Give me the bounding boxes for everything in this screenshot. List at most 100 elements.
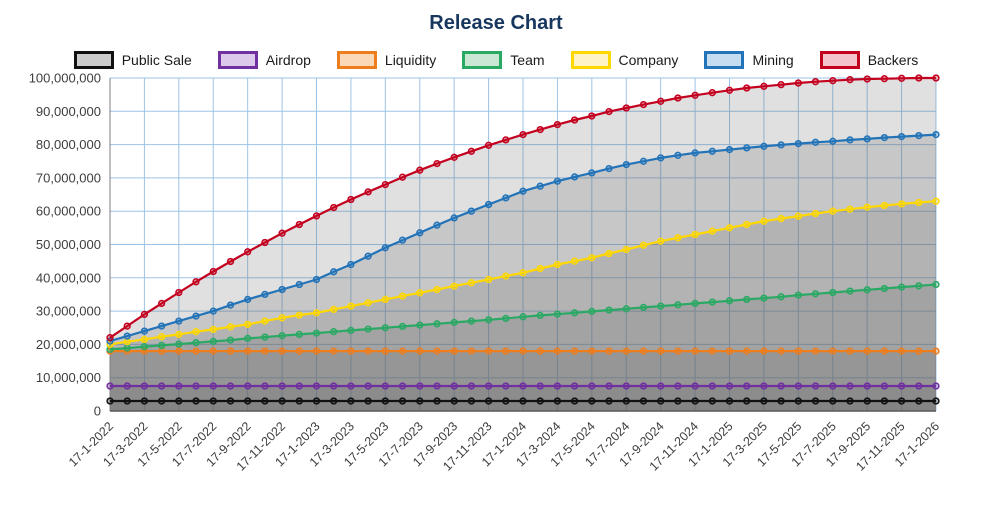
chart-legend: Public Sale Airdrop Liquidity Team Company Mi… [8,51,984,69]
data-point-mining [123,332,131,340]
data-point-team [674,301,682,309]
area-backers [110,78,936,411]
data-point-public-sale [381,397,389,405]
legend-item-company[interactable]: Company [570,51,678,69]
data-point-liquidity [295,347,303,355]
data-point-mining [674,151,682,159]
area-liquidity [110,351,936,411]
data-point-airdrop [312,382,321,390]
data-point-public-sale [140,397,149,405]
data-point-mining [502,194,510,202]
data-point-mining [261,290,269,299]
data-point-public-sale [777,397,785,405]
data-point-backers [450,153,458,161]
data-point-liquidity [829,347,837,355]
data-point-airdrop [192,382,200,390]
data-point-liquidity [209,347,217,355]
y-tick-label: 60,000,000 [36,204,101,219]
data-point-team [467,317,476,325]
data-point-airdrop [605,382,613,390]
data-point-mining [777,141,785,149]
data-point-liquidity [777,347,785,355]
data-point-public-sale [209,397,217,405]
data-point-backers [639,100,648,109]
data-point-company [708,227,716,235]
data-point-airdrop [863,382,871,390]
data-point-backers [605,107,613,116]
data-point-airdrop [570,382,579,390]
data-point-team [450,318,458,327]
legend-swatch-company [570,51,611,69]
data-point-liquidity [794,347,802,355]
data-point-public-sale [932,397,940,405]
data-point-public-sale [691,397,699,405]
data-point-mining [588,169,596,177]
data-point-team [639,303,648,312]
data-point-liquidity [416,347,424,355]
data-point-team [484,316,493,324]
data-point-liquidity [863,347,871,355]
data-point-team [570,309,579,317]
data-point-team [157,341,166,350]
data-point-airdrop [639,382,648,390]
data-point-mining [278,285,286,294]
data-point-mining [708,147,716,155]
data-point-mining [364,252,372,260]
data-point-liquidity [157,347,166,355]
data-point-company [743,220,751,229]
data-point-company [157,333,166,341]
data-point-company [760,217,768,225]
data-point-public-sale [674,397,682,405]
data-point-backers [416,166,424,174]
data-point-mining [450,214,458,222]
data-point-public-sale [519,397,527,405]
data-point-public-sale [760,397,768,405]
data-point-public-sale [605,397,613,405]
data-point-liquidity [846,347,854,355]
data-point-mining [915,131,923,140]
data-point-backers [691,91,699,99]
data-point-airdrop [295,382,303,390]
data-point-backers [725,86,734,94]
data-point-company [433,285,441,294]
legend-item-airdrop[interactable]: Airdrop [217,51,311,69]
legend-swatch-backers [819,51,860,69]
data-point-team [295,330,303,339]
data-point-backers [226,257,235,266]
data-point-liquidity [450,347,458,355]
data-point-mining [553,177,562,185]
data-point-public-sale [278,397,286,405]
data-point-team [175,340,183,348]
data-point-mining [536,182,544,190]
data-point-airdrop [106,382,114,390]
line-company [109,200,937,346]
data-point-liquidity [347,347,355,355]
legend-item-public-sale[interactable]: Public Sale [73,51,192,69]
legend-item-backers[interactable]: Backers [819,51,918,69]
data-point-liquidity [330,347,338,355]
legend-item-liquidity[interactable]: Liquidity [336,51,437,69]
data-point-company [192,328,200,336]
data-point-team [691,299,699,308]
data-point-public-sale [897,397,906,405]
data-point-backers [708,89,716,97]
data-point-mining [398,236,407,244]
series-liquidity [106,347,940,355]
data-point-public-sale [553,397,562,405]
data-point-company [622,245,630,254]
data-point-backers [829,77,837,85]
data-point-public-sale [226,397,235,405]
data-point-airdrop [553,382,562,390]
data-point-airdrop [209,382,217,390]
legend-label-liquidity: Liquidity [384,52,437,68]
data-point-backers [519,130,527,139]
legend-item-team[interactable]: Team [462,51,545,69]
data-point-airdrop [794,382,802,390]
data-point-team [777,293,785,301]
data-point-company [863,203,871,211]
data-point-team [897,283,906,291]
legend-item-mining[interactable]: Mining [704,51,794,69]
data-point-mining [330,268,338,276]
data-point-mining [416,229,424,237]
data-point-company [570,257,579,265]
